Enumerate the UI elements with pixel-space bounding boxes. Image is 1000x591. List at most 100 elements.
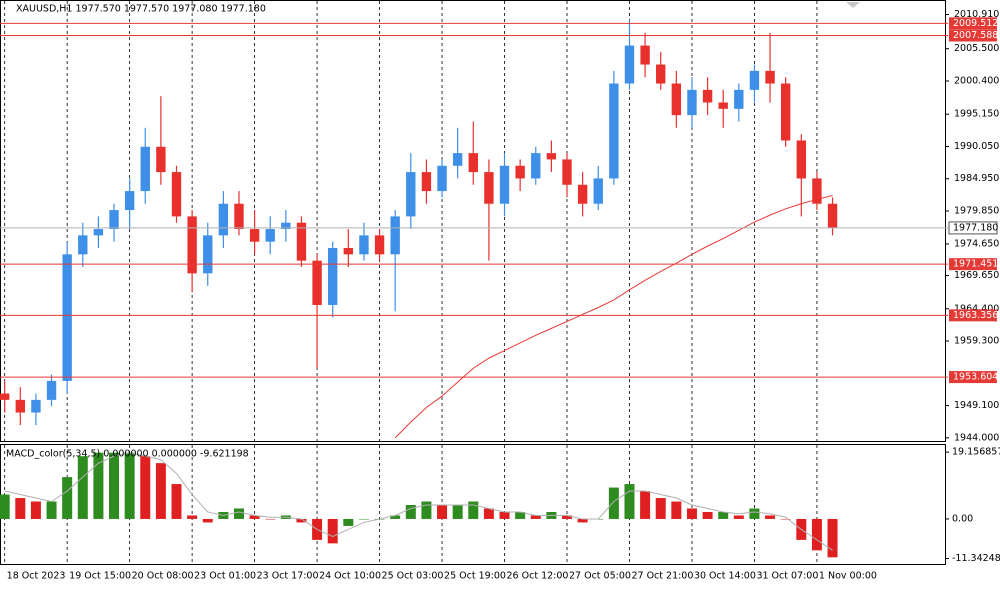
candle-body: [609, 83, 619, 179]
y-tick-label: 1990.050: [954, 141, 999, 152]
histogram-bar: [327, 518, 338, 544]
histogram-bar: [827, 518, 838, 558]
candle-body: [671, 83, 682, 116]
candle-body: [15, 399, 25, 413]
candle-body: [218, 203, 229, 236]
histogram-bar: [718, 511, 729, 519]
candle-body: [140, 146, 150, 192]
last-price-label: 1977.180: [953, 222, 998, 233]
histogram-bar: [530, 515, 541, 519]
price-level-box: [949, 258, 997, 271]
candle-body: [593, 178, 603, 204]
candle-body: [749, 70, 760, 90]
candle-body: [765, 70, 775, 84]
histogram-bar: [77, 456, 88, 519]
candle-body: [734, 89, 744, 109]
candle-body: [702, 89, 713, 103]
candle-body: [93, 229, 104, 236]
y-tick-label: 1964.400: [954, 303, 999, 314]
x-tick-label: 27 Oct 21:00: [631, 571, 693, 582]
y-tick-label: 1969.650: [954, 270, 999, 281]
histogram-bar: [202, 518, 213, 523]
candle-body: [827, 203, 838, 228]
candle-body: [577, 184, 588, 204]
candle-body: [46, 380, 57, 400]
y-tick-label: 1995.150: [954, 109, 999, 120]
candle-body: [406, 172, 416, 217]
histogram-bar: [577, 518, 588, 523]
histogram-bar: [358, 518, 369, 520]
candle-body: [531, 153, 541, 179]
histogram-bar: [624, 484, 635, 519]
candle-body: [687, 89, 697, 116]
candle-body: [421, 172, 432, 192]
candle-body: [203, 235, 213, 274]
histogram-bar: [686, 508, 697, 519]
candle-body: [499, 165, 510, 204]
candle-body: [0, 393, 10, 400]
y-tick-label: 2000.400: [954, 75, 999, 86]
histogram-bar: [702, 511, 713, 519]
signal-line: [4, 452, 833, 551]
candle-body: [624, 45, 635, 84]
y-tick-label: 2005.500: [954, 43, 999, 54]
x-tick-label: 30 Oct 14:00: [694, 571, 756, 582]
candle-body: [171, 172, 182, 217]
price-level-box: [949, 17, 997, 30]
x-tick-label: 31 Oct 07:00: [756, 571, 818, 582]
histogram-bar: [655, 498, 666, 519]
histogram-bar: [265, 518, 276, 520]
price-level-label: 1953.604: [953, 372, 998, 383]
histogram-bar: [452, 505, 463, 519]
candle-body: [234, 203, 244, 230]
histogram-bar: [249, 515, 260, 519]
y-tick-label: 1949.100: [954, 400, 999, 411]
histogram-bar: [811, 518, 822, 551]
moving-average: [394, 195, 833, 439]
x-tick-label: 20 Oct 08:00: [132, 571, 194, 582]
y-tick-label: -11.34248: [952, 553, 1000, 564]
histogram-bar: [233, 508, 244, 519]
x-tick-label: 25 Oct 03:00: [382, 571, 444, 582]
candle-body: [156, 146, 166, 173]
candle-body: [328, 248, 338, 305]
histogram-bar: [155, 463, 166, 519]
y-tick-label: 2010.910: [954, 9, 999, 20]
y-tick-label: 1984.950: [954, 173, 999, 184]
x-tick-label: 27 Oct 05:00: [569, 571, 631, 582]
price-level-box: [949, 29, 997, 42]
candle-body: [296, 222, 307, 261]
candle-body: [515, 165, 525, 179]
candle-body: [390, 216, 400, 255]
histogram-bar: [30, 501, 41, 519]
x-tick-label: 19 Oct 15:00: [69, 571, 131, 582]
candle-body: [437, 165, 447, 192]
main-panel-frame: [0, 0, 946, 442]
last-price-box: [948, 221, 998, 235]
candle-body: [109, 210, 119, 230]
histogram-bar: [671, 501, 682, 519]
histogram-bar: [562, 515, 572, 519]
candle-body: [31, 399, 41, 413]
price-level-box: [949, 309, 997, 322]
scroll-marker[interactable]: [846, 2, 860, 8]
price-level-box: [949, 371, 997, 384]
candle-body: [312, 260, 322, 305]
histogram-bar: [437, 505, 448, 519]
candle-body: [359, 235, 369, 255]
candle-body: [78, 235, 88, 255]
y-tick-label: 19.156857: [952, 447, 1000, 458]
candle-body: [812, 178, 822, 204]
candle-body: [62, 254, 72, 381]
histogram-bar: [62, 477, 73, 519]
histogram-bar: [187, 515, 198, 519]
candle-body: [484, 172, 494, 204]
histogram-bar: [46, 501, 57, 519]
histogram-bar: [390, 515, 401, 519]
y-tick-label: 1979.850: [954, 206, 999, 217]
price-level-label: 1971.451: [953, 259, 998, 270]
histogram-bar: [515, 511, 526, 519]
y-tick-label: 1974.650: [954, 238, 999, 249]
candle-body: [249, 229, 260, 242]
